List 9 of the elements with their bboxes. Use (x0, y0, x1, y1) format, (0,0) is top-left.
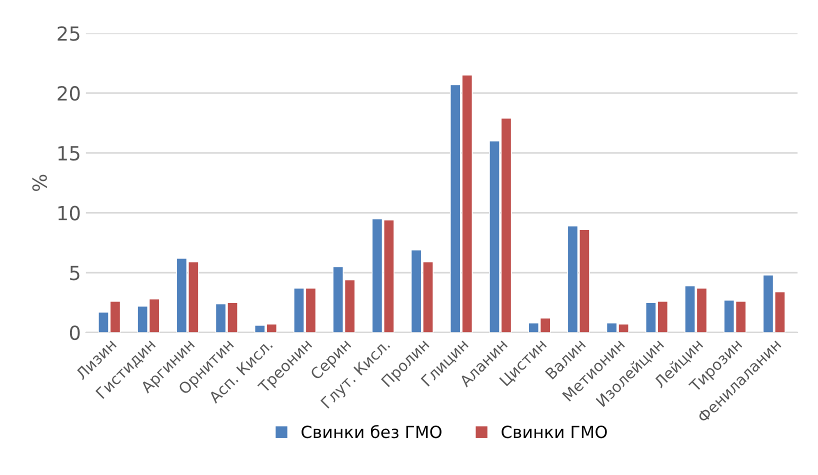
y-tick-label: 10 (58, 206, 80, 220)
y-tick-label: 0 (70, 325, 80, 340)
y-tick-label: 15 (58, 146, 80, 161)
y-tick-label: 25 (58, 26, 80, 41)
y-axis-title: % (32, 174, 47, 192)
y-tick-label: 20 (58, 86, 80, 101)
legend-label: Свинки без ГМО (302, 425, 442, 438)
legend-label: Свинки ГМО (502, 426, 607, 438)
y-tick-label: 5 (70, 266, 80, 280)
